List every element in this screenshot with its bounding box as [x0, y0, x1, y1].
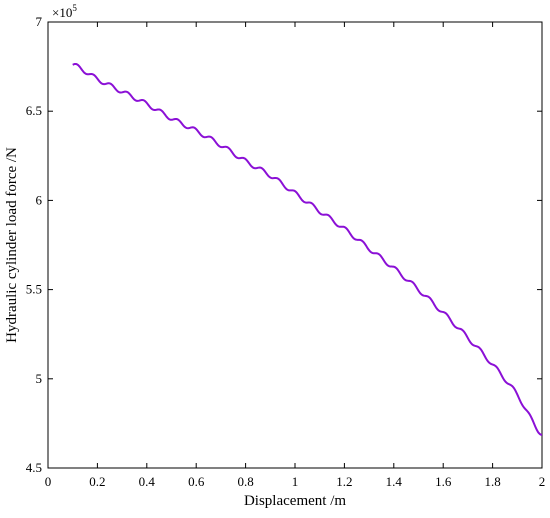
x-axis: 0 0.2 0.4 0.6 0.8 1 1.2 1.4 1.6 1.8 2	[45, 22, 546, 489]
y-tick-label: 7	[36, 14, 43, 29]
x-tick-label: 2	[539, 474, 546, 489]
x-tick-label: 0.8	[237, 474, 253, 489]
x-tick-label: 1.2	[336, 474, 352, 489]
plot-area-frame	[47, 21, 543, 469]
y-tick-label: 5.5	[26, 282, 42, 297]
y-axis-title: Hydraulic cylinder load force /N	[4, 147, 20, 343]
x-axis-title: Displacement /m	[244, 493, 346, 509]
y-tick-label: 6.5	[26, 103, 42, 118]
series-line	[72, 62, 543, 436]
y-tick-label: 6	[36, 192, 43, 207]
x-tick-label: 1.6	[435, 474, 452, 489]
x-tick-label: 1.8	[484, 474, 500, 489]
y-axis: 4.5 5 5.5 6 6.5 7	[26, 14, 542, 475]
y-axis-exponent-base: ×10	[52, 5, 72, 20]
y-axis-exponent: ×105	[52, 3, 77, 20]
y-tick-label: 5	[36, 371, 43, 386]
x-tick-label: 0.4	[139, 474, 156, 489]
y-tick-label: 4.5	[26, 460, 42, 475]
x-tick-label: 0.2	[89, 474, 105, 489]
x-tick-label: 1	[292, 474, 299, 489]
x-tick-label: 0	[45, 474, 52, 489]
x-tick-label: 1.4	[386, 474, 403, 489]
x-tick-label: 0.6	[188, 474, 205, 489]
y-axis-exponent-power: 5	[72, 3, 77, 13]
